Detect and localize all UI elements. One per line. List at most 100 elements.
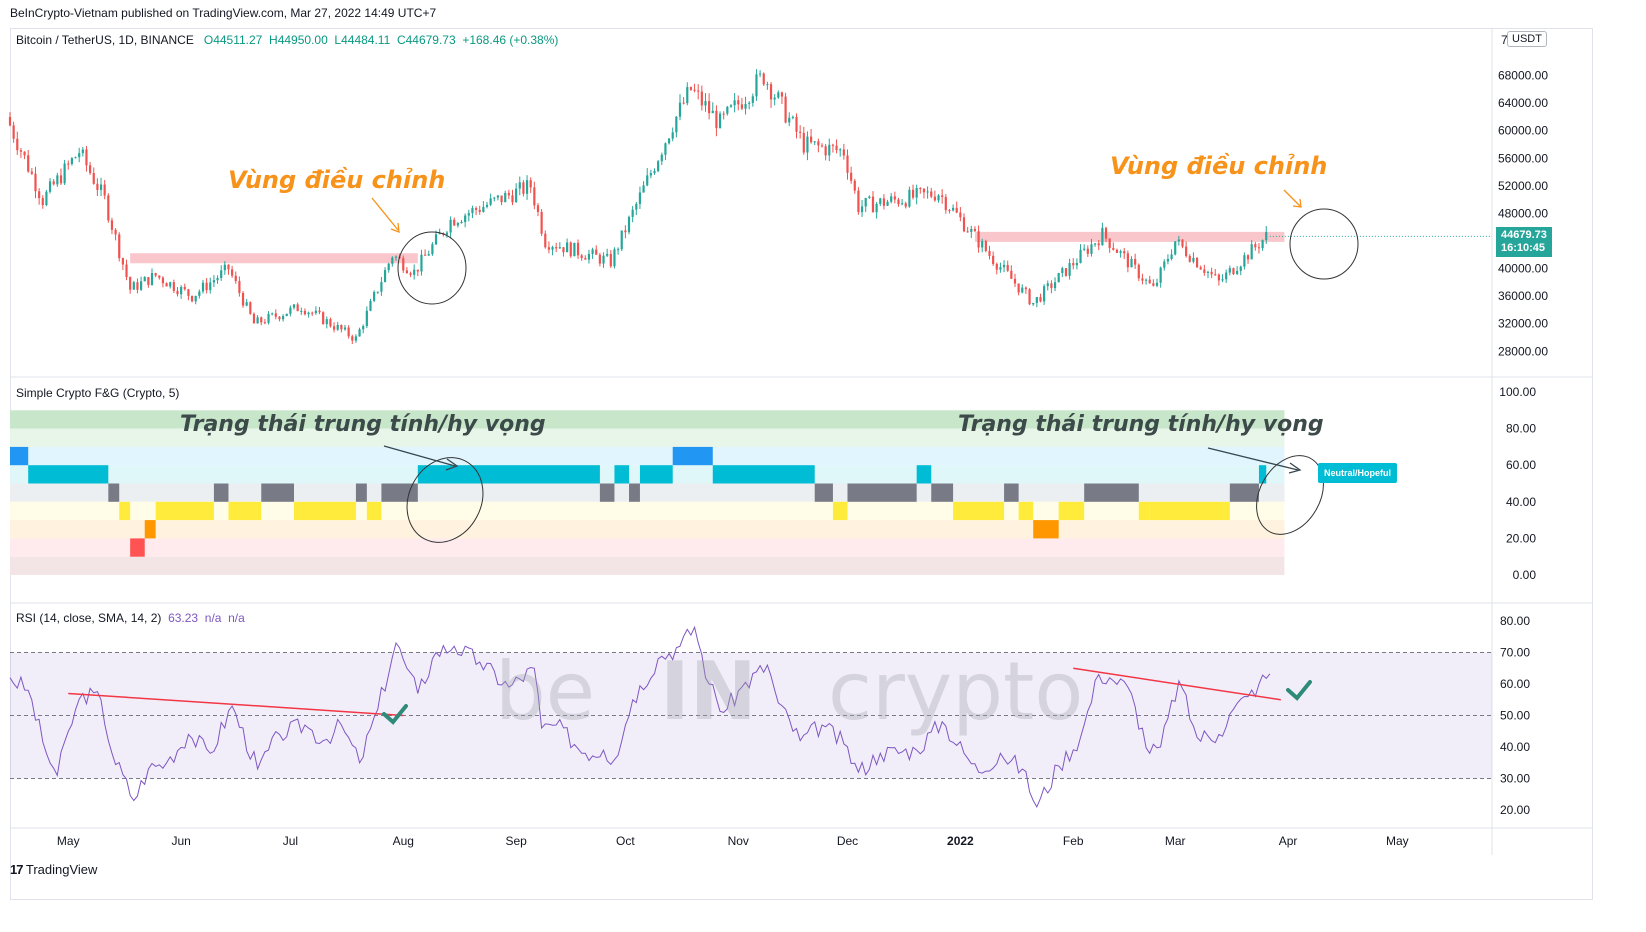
publisher-header: BeInCrypto-Vietnam published on TradingV… [10, 6, 437, 20]
candle-body [63, 163, 66, 184]
candle-body [886, 201, 889, 206]
candle-body [606, 253, 609, 256]
fg-state-bar [916, 465, 932, 484]
candle-body [780, 92, 784, 97]
candle-body [576, 242, 580, 256]
candle-body [1225, 272, 1228, 280]
candle-body [318, 310, 321, 313]
tradingview-logo[interactable]: 17 TradingView [10, 862, 97, 877]
fg-state-bar [228, 501, 262, 521]
candle-body [1214, 274, 1217, 276]
candle-body [212, 280, 216, 283]
candle-body [96, 183, 99, 190]
annotation-arrow-head [1288, 462, 1302, 474]
candle-body [1257, 247, 1261, 249]
candle-body [201, 282, 205, 292]
candle-body [85, 149, 88, 166]
highlight-circle [406, 457, 484, 543]
candle-body [474, 208, 478, 210]
candle-body [682, 102, 685, 104]
candle-body [16, 138, 19, 151]
candle-body [158, 275, 161, 278]
candle-body [525, 180, 529, 194]
candle-body [1039, 297, 1042, 302]
time-axis-label: Dec [837, 834, 858, 848]
price-axis-label: 52000.00 [1498, 179, 1548, 193]
candle-body [103, 184, 106, 196]
candle-body [518, 182, 521, 189]
fg-state-bar [1004, 483, 1019, 502]
fg-state-bar [614, 465, 630, 484]
candle-body [1203, 269, 1206, 273]
candle-body [121, 258, 124, 265]
candle-body [1086, 248, 1089, 254]
candle-body [708, 101, 711, 114]
checkmark-icon [1286, 680, 1312, 701]
time-axis-label: Apr [1279, 834, 1298, 848]
correction-zone-label-right: Vùng điều chỉnh [1110, 152, 1328, 180]
candle-body [1221, 279, 1224, 281]
candle-body [431, 244, 434, 255]
candle-body [223, 264, 226, 271]
candle-body [234, 275, 237, 282]
candle-body [824, 146, 827, 156]
candle-body [507, 192, 510, 196]
candle-body [642, 185, 645, 193]
footer-brand: TradingView [25, 862, 98, 877]
fg-axis-label: 0.00 [1513, 568, 1537, 582]
candle-body [1112, 247, 1115, 250]
candle-body [598, 254, 601, 264]
candle-body [777, 92, 780, 98]
candle-body [751, 96, 754, 103]
candle-body [267, 313, 270, 323]
candle-body [150, 273, 154, 285]
candle-body [1159, 267, 1162, 283]
candle-body [311, 312, 314, 314]
candle-body [41, 198, 44, 206]
candle-body [332, 326, 336, 330]
candle-body [460, 222, 463, 224]
correction-zone-label-left: Vùng điều chỉnh [228, 166, 446, 194]
candle-body [1090, 244, 1093, 254]
candle-body [762, 73, 765, 85]
ohlc-low: L44484.11 [334, 33, 391, 47]
candle-body [1072, 263, 1075, 266]
candle-body [693, 89, 696, 91]
main-pane-legend[interactable]: Bitcoin / TetherUS, 1D, BINANCE O44511.2… [16, 33, 558, 47]
price-axis-label: 60000.00 [1498, 124, 1548, 138]
candle-body [387, 263, 390, 271]
fg-axis-label: 100.00 [1499, 385, 1536, 399]
currency-button[interactable]: USDT [1507, 31, 1547, 47]
candle-body [584, 258, 587, 260]
candle-body [817, 141, 820, 146]
candle-body [110, 220, 114, 230]
time-axis-label: Sep [505, 834, 527, 848]
candle-body [478, 209, 481, 212]
candle-body [340, 324, 343, 330]
candle-body [78, 153, 81, 158]
tv-logo-icon: 17 [10, 862, 24, 877]
candle-body [132, 282, 135, 290]
candle-body [147, 277, 150, 285]
candle-body [587, 253, 591, 260]
candle-body [784, 96, 787, 123]
checkmark-icon [382, 704, 408, 725]
candle-body [289, 307, 292, 314]
time-axis-label: Nov [728, 834, 749, 848]
candle-body [933, 196, 936, 201]
candle-body [820, 145, 824, 147]
candle-body [813, 141, 816, 143]
rsi-pane-legend[interactable]: RSI (14, close, SMA, 14, 2) 63.23 n/a n/… [16, 611, 245, 625]
ohlc-open: O44511.27 [203, 33, 263, 47]
candle-body [70, 158, 74, 164]
candle-body [278, 316, 281, 320]
fg-pane-title[interactable]: Simple Crypto F&G (Crypto, 5) [16, 386, 180, 400]
candle-body [52, 181, 55, 185]
candle-body [515, 188, 518, 203]
candle-body [962, 217, 966, 232]
candle-body [1236, 270, 1239, 275]
candle-body [646, 175, 649, 186]
candle-body [354, 336, 358, 341]
candle-body [1250, 244, 1253, 260]
